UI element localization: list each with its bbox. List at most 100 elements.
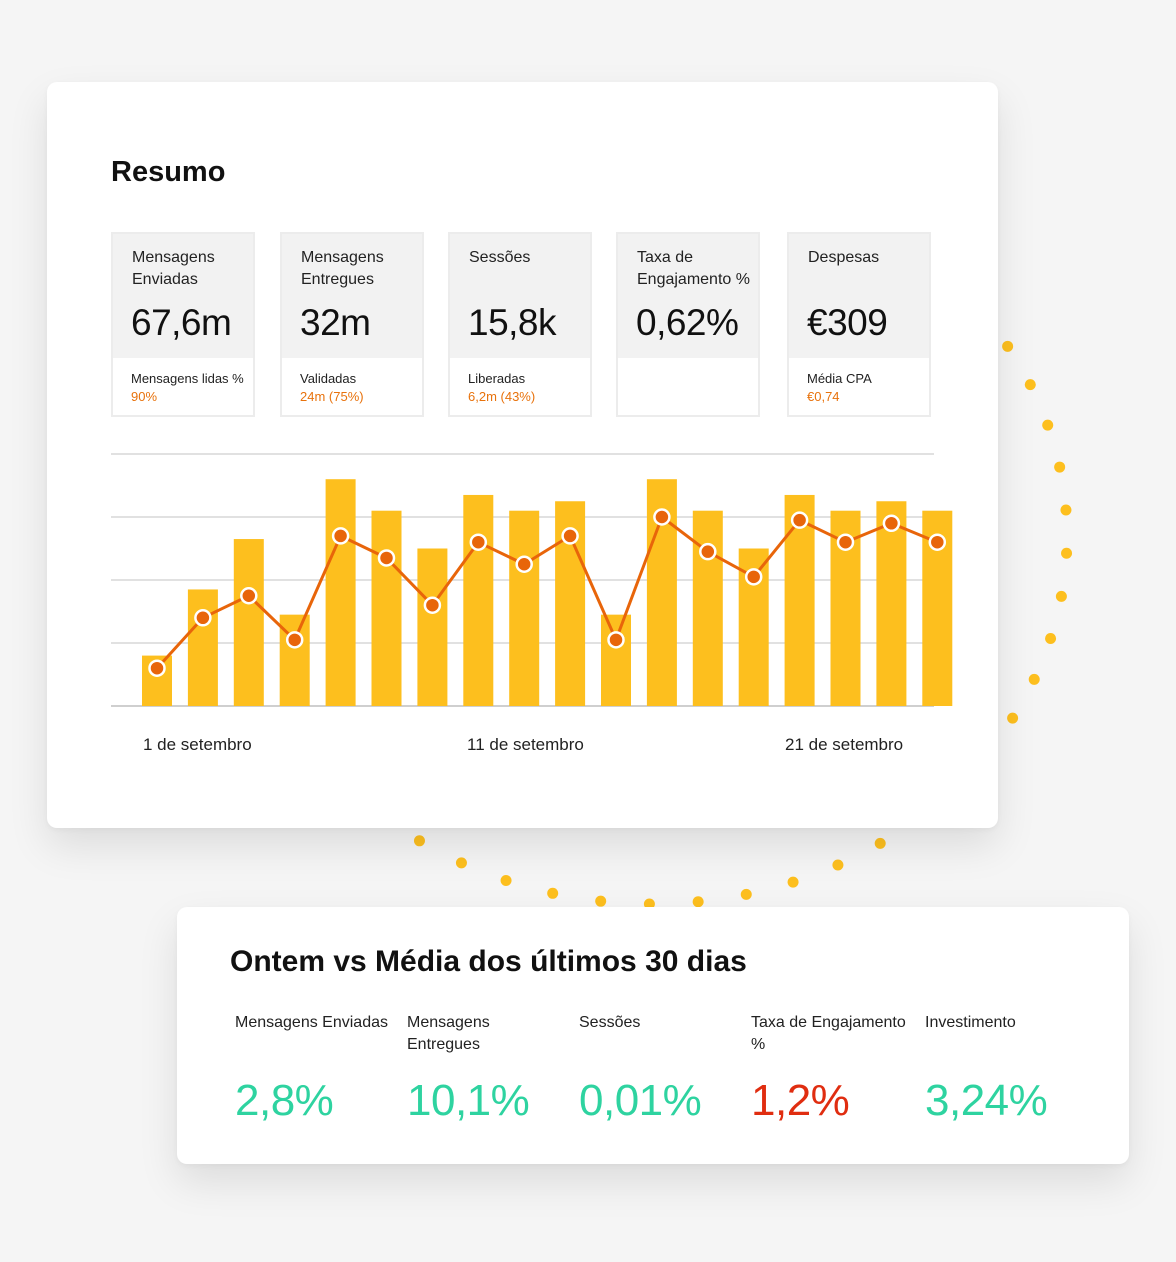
summary-chart bbox=[111, 453, 953, 707]
kpi-label: Sessões bbox=[469, 249, 531, 266]
comparison-value: 3,24% bbox=[925, 1076, 1048, 1125]
chart-point bbox=[607, 631, 625, 649]
decorative-dot bbox=[500, 874, 512, 886]
comparison-value: 10,1% bbox=[407, 1076, 530, 1125]
decorative-dot bbox=[455, 857, 467, 869]
kpi-messages-delivered: Mensagens Entregues 32m Validadas 24m (7… bbox=[280, 232, 424, 417]
chart-bar bbox=[371, 510, 402, 706]
kpi-value: 0,62% bbox=[636, 302, 739, 343]
chart-point bbox=[377, 549, 396, 567]
summary-card: Resumo Mensagens Enviadas 67,6m Mensagen… bbox=[47, 82, 998, 828]
chart-bar bbox=[417, 548, 448, 706]
kpi-sub-label: Liberadas bbox=[468, 371, 526, 386]
comparison-item: Mensagens Entregues 10,1% bbox=[407, 1012, 567, 1126]
kpi-label: Mensagens Entregues bbox=[301, 249, 384, 288]
kpi-header: Sessões 15,8k bbox=[450, 234, 590, 358]
kpi-header: Taxa de Engajamento % 0,62% bbox=[618, 234, 758, 358]
kpi-header: Mensagens Enviadas 67,6m bbox=[113, 234, 253, 358]
decorative-dot bbox=[692, 896, 704, 908]
chart-point bbox=[653, 508, 671, 526]
chart-point bbox=[561, 527, 579, 545]
chart-bar bbox=[233, 539, 264, 706]
comparison-value: 2,8% bbox=[235, 1076, 334, 1125]
decorative-dot bbox=[1054, 461, 1066, 473]
comparison-label: Taxa de Engajamento % bbox=[751, 1014, 906, 1053]
x-tick-label: 11 de setembro bbox=[467, 735, 584, 754]
kpi-sub-value: 90% bbox=[131, 389, 158, 404]
kpi-engagement-rate: Taxa de Engajamento % 0,62% bbox=[616, 232, 760, 417]
decorative-dot bbox=[1045, 633, 1057, 645]
decorative-dot bbox=[1061, 547, 1073, 559]
kpi-header: Despesas €309 bbox=[789, 234, 929, 358]
chart-point bbox=[515, 555, 533, 573]
summary-title: Resumo bbox=[111, 156, 226, 188]
chart-bar bbox=[876, 501, 907, 706]
comparison-item: Taxa de Engajamento % 1,2% bbox=[751, 1012, 911, 1126]
x-tick-label: 1 de setembro bbox=[143, 735, 252, 754]
comparison-value: 0,01% bbox=[579, 1076, 702, 1125]
decorative-dot bbox=[787, 876, 799, 888]
comparison-label: Mensagens Enviadas bbox=[235, 1014, 388, 1031]
chart-point bbox=[194, 609, 212, 627]
decorative-dot bbox=[595, 895, 607, 907]
comparison-value: 1,2% bbox=[751, 1076, 850, 1125]
kpi-value: €309 bbox=[807, 302, 888, 343]
decorative-dot bbox=[1042, 419, 1054, 431]
decorative-dot bbox=[547, 887, 559, 899]
kpi-sub-label: Validadas bbox=[300, 371, 357, 386]
decorative-dot bbox=[1060, 504, 1072, 516]
chart-point bbox=[423, 596, 442, 614]
kpi-sub-value: 6,2m (43%) bbox=[468, 389, 536, 404]
decorative-dot bbox=[413, 835, 425, 847]
decorative-dot bbox=[832, 859, 844, 871]
decorative-dot bbox=[1024, 379, 1036, 391]
kpi-label: Taxa de Engajamento % bbox=[637, 249, 750, 288]
chart-point bbox=[240, 587, 258, 605]
comparison-item: Sessões 0,01% bbox=[579, 1012, 739, 1126]
kpi-sub-value: 24m (75%) bbox=[300, 389, 364, 404]
chart-line bbox=[155, 515, 938, 670]
kpi-label: Mensagens Enviadas bbox=[132, 249, 215, 288]
kpi-sub-label: Mensagens lidas % bbox=[131, 371, 244, 386]
kpi-value: 32m bbox=[300, 302, 371, 343]
chart-bar bbox=[509, 510, 540, 706]
chart-bar bbox=[325, 479, 356, 706]
chart-bar bbox=[692, 510, 723, 706]
chart-point bbox=[744, 568, 763, 586]
decorative-dot bbox=[1055, 590, 1067, 602]
comparison-title: Ontem vs Média dos últimos 30 dias bbox=[230, 945, 747, 978]
decorative-dot bbox=[874, 837, 886, 849]
chart-point bbox=[469, 533, 488, 551]
decorative-dot bbox=[643, 898, 655, 910]
chart-point bbox=[148, 659, 166, 677]
kpi-sub-label: Média CPA bbox=[807, 371, 872, 386]
decorative-dot bbox=[740, 888, 752, 900]
kpi-label: Despesas bbox=[808, 249, 880, 266]
comparison-item: Mensagens Enviadas 2,8% bbox=[235, 1012, 395, 1126]
chart-point bbox=[699, 542, 717, 561]
comparison-label: Sessões bbox=[579, 1014, 641, 1031]
decorative-dot bbox=[1002, 340, 1014, 352]
kpi-value: 15,8k bbox=[468, 302, 557, 343]
comparison-item: Investimento 3,24% bbox=[925, 1012, 1085, 1126]
chart-point bbox=[882, 514, 901, 533]
comparison-label: Investimento bbox=[925, 1014, 1016, 1031]
kpi-sub-value: €0,74 bbox=[807, 389, 840, 404]
kpi-header: Mensagens Entregues 32m bbox=[282, 234, 422, 358]
kpi-messages-sent: Mensagens Enviadas 67,6m Mensagens lidas… bbox=[111, 232, 255, 417]
chart-bar bbox=[463, 494, 494, 706]
x-tick-label: 21 de setembro bbox=[785, 735, 904, 754]
chart-point bbox=[790, 511, 809, 529]
comparison-card: Ontem vs Média dos últimos 30 dias Mensa… bbox=[177, 907, 1129, 1164]
chart-point bbox=[285, 631, 304, 649]
chart-bar bbox=[601, 614, 631, 706]
chart-bar bbox=[187, 589, 218, 706]
decorative-dot bbox=[1028, 673, 1040, 685]
kpi-value: 67,6m bbox=[131, 302, 232, 343]
chart-point bbox=[331, 527, 350, 545]
chart-point bbox=[928, 533, 947, 551]
decorative-dot bbox=[1007, 712, 1019, 724]
kpi-expenses: Despesas €309 Média CPA €0,74 bbox=[787, 232, 931, 417]
kpi-sessions: Sessões 15,8k Liberadas 6,2m (43%) bbox=[448, 232, 592, 417]
comparison-label: Mensagens Entregues bbox=[407, 1014, 490, 1053]
